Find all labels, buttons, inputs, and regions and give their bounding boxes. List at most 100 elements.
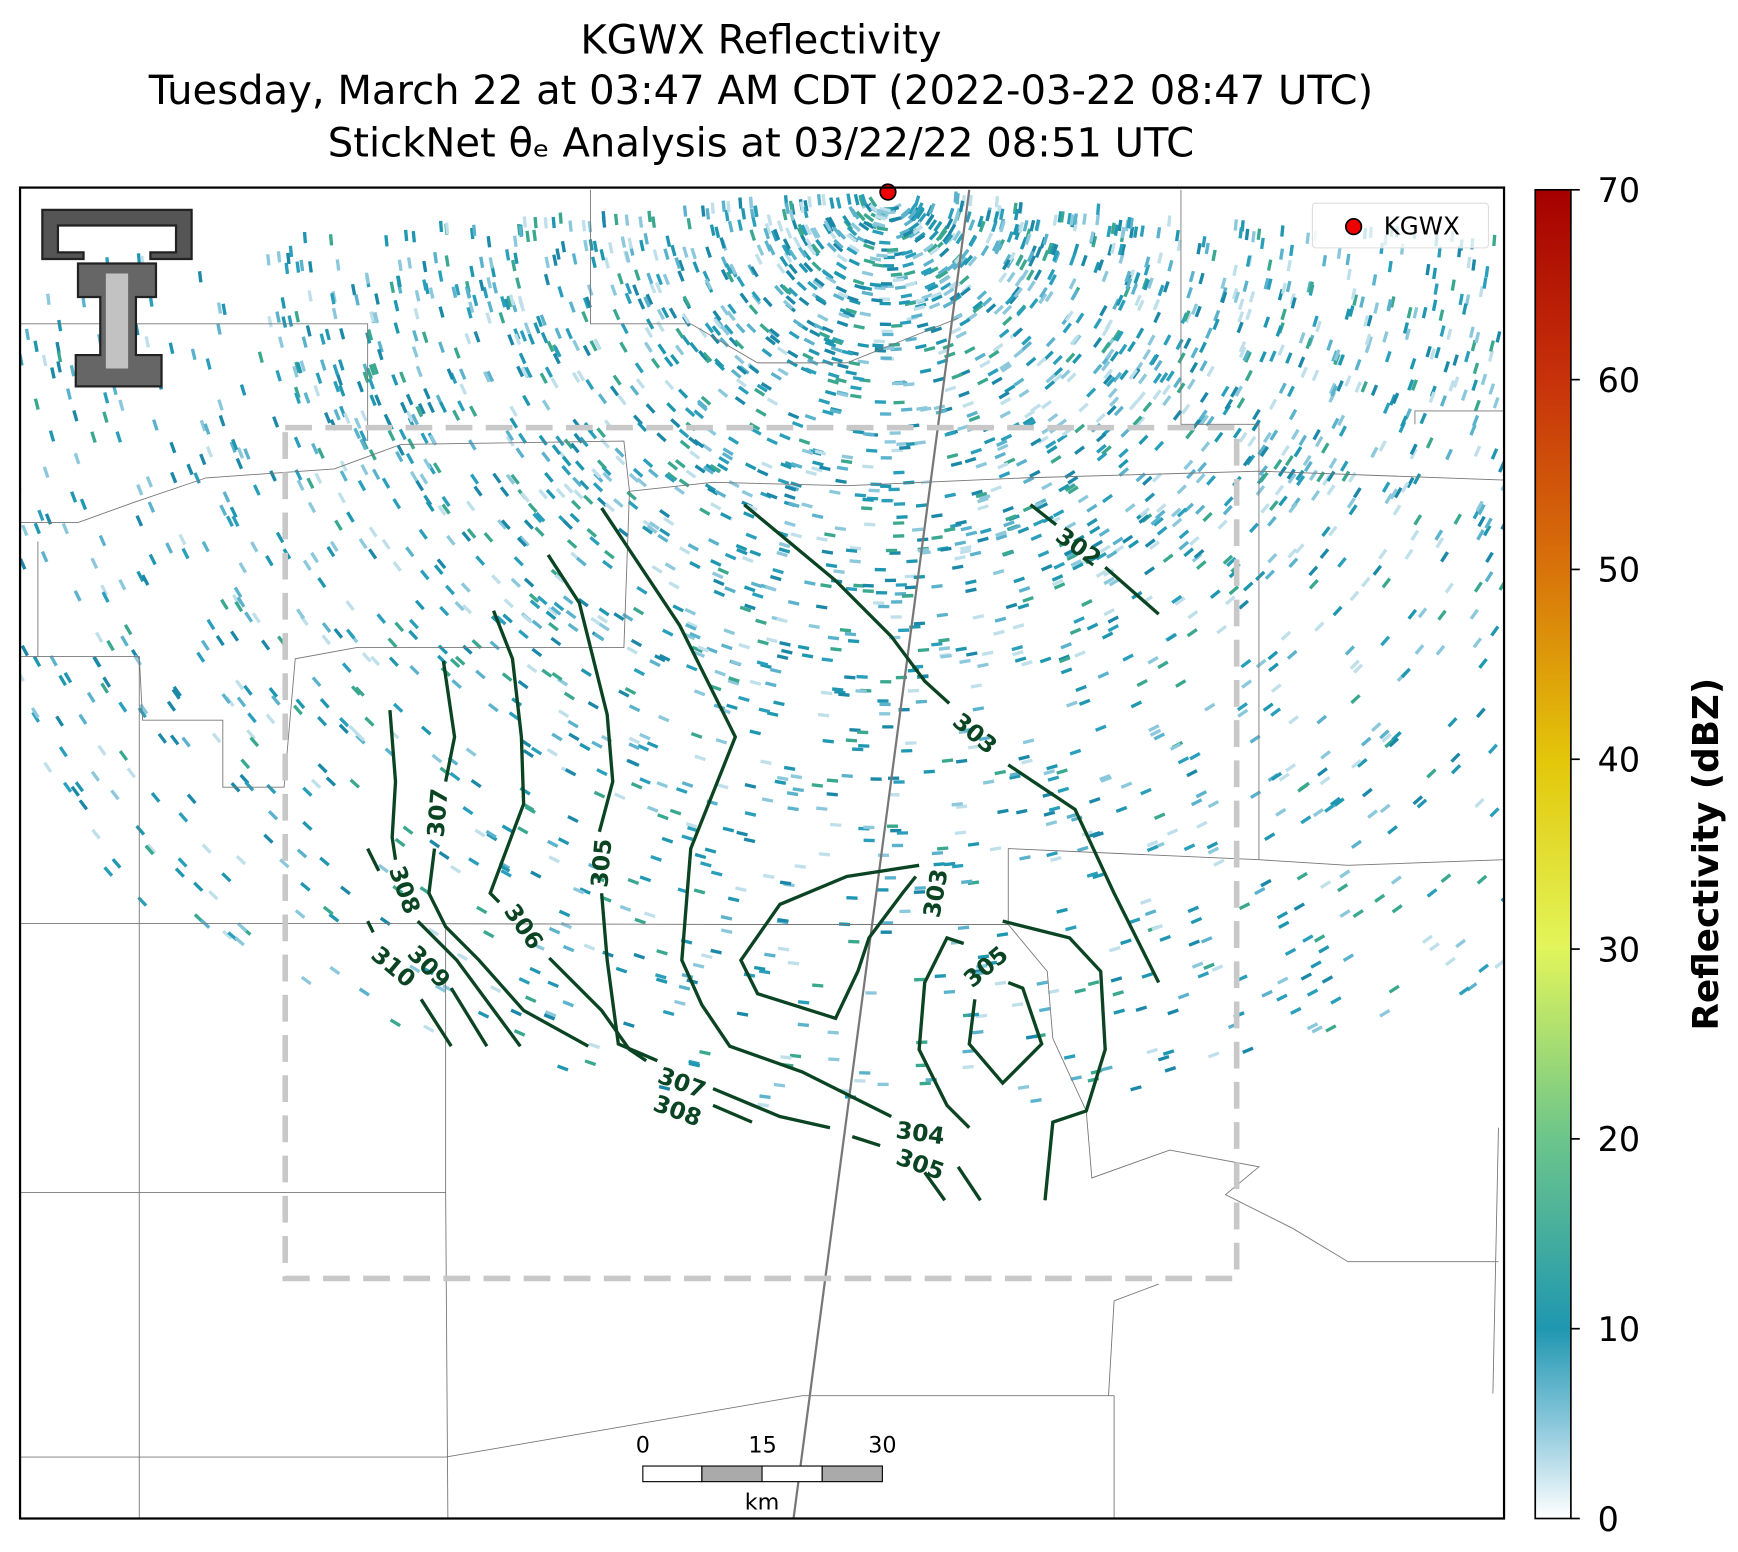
reflectivity-gate	[969, 550, 982, 557]
reflectivity-gate	[719, 337, 730, 348]
reflectivity-gate	[1118, 448, 1129, 459]
reflectivity-gate	[572, 339, 581, 352]
reflectivity-gate	[1140, 787, 1152, 796]
reflectivity-gate	[1240, 658, 1252, 669]
reflectivity-gate	[98, 534, 107, 547]
reflectivity-gate	[1488, 340, 1495, 352]
reflectivity-gate	[1392, 504, 1402, 516]
reflectivity-gate	[61, 522, 70, 535]
reflectivity-gate	[668, 307, 678, 319]
reflectivity-gate	[423, 387, 431, 400]
reflectivity-gate	[811, 513, 824, 520]
reflectivity-gate	[509, 405, 518, 417]
reflectivity-gate	[519, 330, 527, 342]
reflectivity-gate	[1124, 503, 1136, 513]
reflectivity-gate	[328, 234, 334, 246]
reflectivity-gate	[353, 417, 362, 429]
reflectivity-gate	[1125, 278, 1133, 290]
reflectivity-gate	[1640, 768, 1649, 779]
reflectivity-gate	[1172, 409, 1183, 421]
reflectivity-gate	[907, 688, 920, 693]
reflectivity-gate	[873, 339, 886, 344]
reflectivity-gate	[199, 918, 211, 929]
reflectivity-gate	[330, 292, 336, 305]
reflectivity-gate	[1206, 475, 1216, 486]
reflectivity-gate	[760, 491, 772, 499]
reflectivity-gate	[397, 259, 403, 272]
reflectivity-gate	[736, 365, 748, 375]
reflectivity-gate	[592, 482, 604, 493]
reflectivity-gate	[923, 346, 936, 353]
reflectivity-gate	[457, 400, 466, 412]
reflectivity-gate	[1409, 448, 1418, 460]
reflectivity-gate	[977, 215, 984, 228]
reflectivity-gate	[203, 423, 211, 435]
reflectivity-gate	[1672, 371, 1678, 383]
reflectivity-gate	[1259, 445, 1270, 458]
reflectivity-gate	[961, 879, 973, 885]
reflectivity-gate	[555, 248, 561, 260]
reflectivity-gate	[994, 769, 1007, 776]
reflectivity-gate	[389, 1018, 401, 1028]
reflectivity-gate	[419, 569, 430, 581]
reflectivity-gate	[643, 341, 653, 353]
reflectivity-gate	[1660, 791, 1669, 802]
reflectivity-gate	[118, 399, 125, 412]
reflectivity-gate	[938, 229, 948, 241]
reflectivity-gate	[1658, 601, 1666, 612]
reflectivity-gate	[499, 486, 510, 498]
reflectivity-gate	[1242, 455, 1253, 467]
reflectivity-gate	[811, 783, 824, 788]
reflectivity-gate	[1574, 363, 1580, 375]
reflectivity-gate	[899, 909, 911, 914]
reflectivity-gate	[1106, 550, 1118, 559]
reflectivity-gate	[902, 229, 915, 238]
reflectivity-gate	[1002, 505, 1014, 514]
reflectivity-gate	[1095, 213, 1100, 226]
reflectivity-gate	[686, 621, 698, 629]
reflectivity-gate	[333, 380, 341, 393]
reflectivity-gate	[727, 896, 740, 903]
reflectivity-gate	[853, 324, 865, 330]
reflectivity-gate	[1421, 934, 1433, 944]
reflectivity-gate	[1604, 589, 1612, 600]
reflectivity-gate	[1196, 242, 1202, 255]
reflectivity-gate	[561, 465, 572, 476]
reflectivity-gate	[438, 220, 444, 233]
reflectivity-gate	[211, 732, 222, 744]
reflectivity-gate	[1086, 517, 1098, 527]
reflectivity-gate	[1097, 259, 1105, 271]
reflectivity-gate	[928, 246, 940, 256]
reflectivity-gate	[636, 477, 648, 488]
reflectivity-gate	[165, 542, 174, 554]
reflectivity-gate	[369, 311, 376, 323]
reflectivity-gate	[1115, 330, 1124, 342]
reflectivity-gate	[657, 813, 669, 821]
reflectivity-gate	[816, 806, 828, 811]
reflectivity-gate	[734, 354, 745, 365]
reflectivity-gate	[756, 383, 768, 393]
reflectivity-gate	[521, 614, 533, 624]
reflectivity-gate	[456, 952, 469, 961]
reflectivity-gate	[433, 251, 439, 264]
reflectivity-gate	[511, 259, 517, 272]
reflectivity-gate	[776, 262, 786, 275]
reflectivity-gate	[777, 478, 790, 486]
reflectivity-gate	[1581, 679, 1590, 690]
reflectivity-gate	[1211, 249, 1217, 262]
reflectivity-gate	[1255, 658, 1267, 669]
reflectivity-gate	[1410, 529, 1420, 541]
reflectivity-gate	[510, 473, 520, 485]
reflectivity-gate	[219, 504, 228, 517]
reflectivity-gate	[841, 349, 854, 356]
reflectivity-gate	[1119, 369, 1129, 381]
reflectivity-gate	[596, 427, 606, 439]
reflectivity-gate	[1110, 976, 1123, 983]
reflectivity-gate	[1352, 663, 1364, 674]
reflectivity-gate	[1156, 526, 1168, 536]
reflectivity-gate	[939, 247, 950, 258]
reflectivity-gate	[912, 224, 924, 235]
reflectivity-gate	[1002, 315, 1013, 326]
reflectivity-gate	[1135, 472, 1147, 483]
reflectivity-gate	[939, 275, 951, 284]
